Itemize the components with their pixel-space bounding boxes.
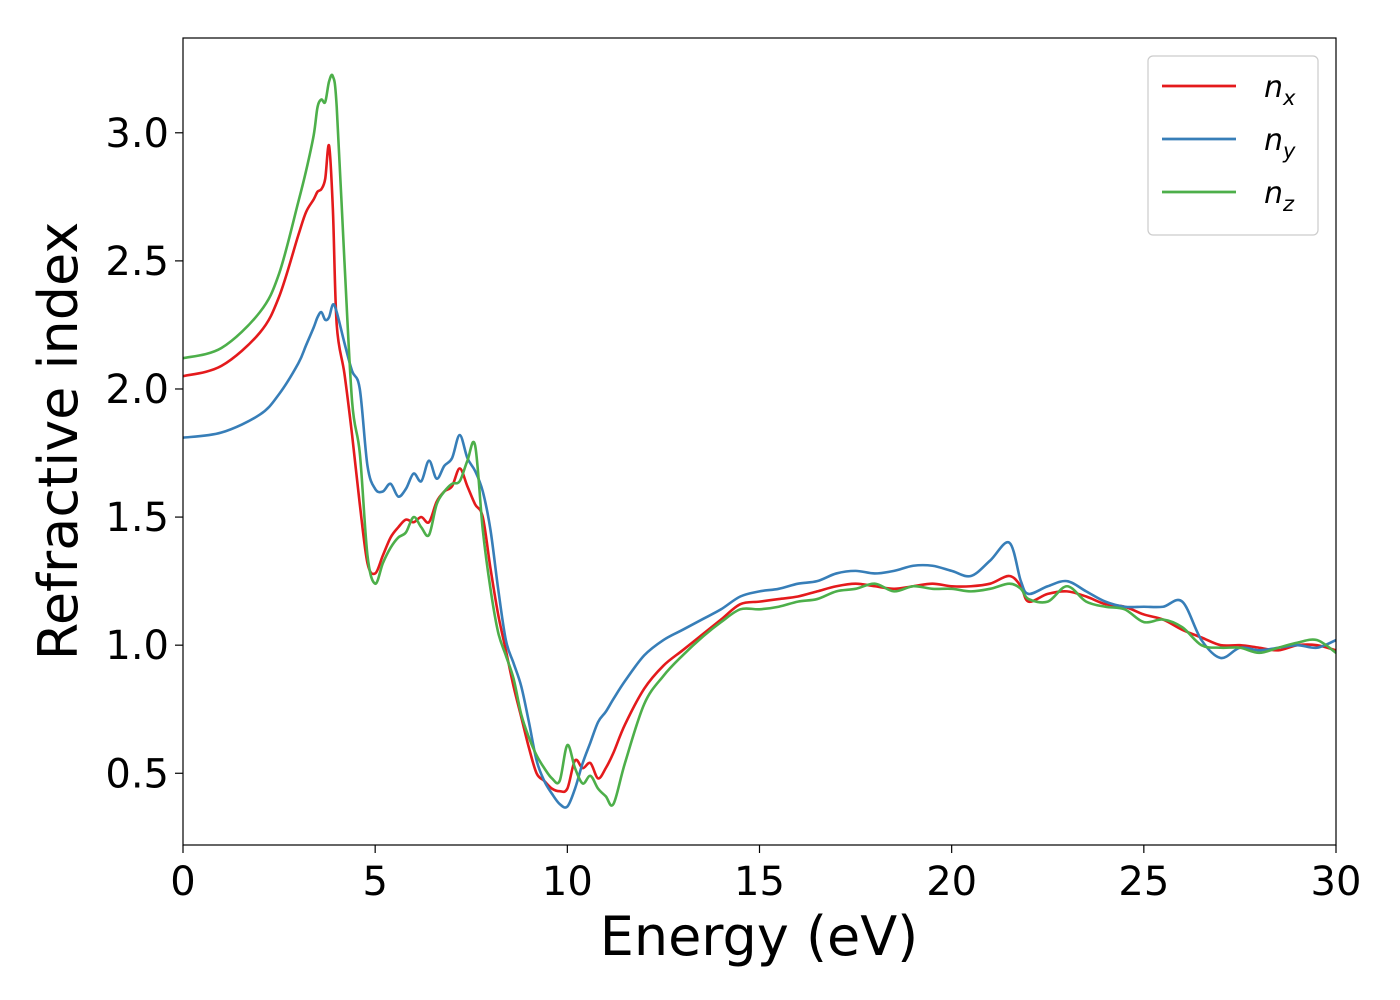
y-tick-label: 2.5 bbox=[105, 239, 169, 285]
x-tick-label: 25 bbox=[1118, 859, 1169, 905]
y-tick-label: 3.0 bbox=[105, 111, 169, 157]
y-axis-ticks: 0.5 1.0 1.5 2.0 2.5 3.0 bbox=[105, 111, 183, 797]
x-tick-label: 10 bbox=[542, 859, 593, 905]
y-tick-label: 1.0 bbox=[105, 623, 169, 669]
series-line-nz bbox=[183, 73, 1336, 807]
x-tick-label: 15 bbox=[734, 859, 785, 905]
x-tick-label: 0 bbox=[170, 859, 195, 905]
y-tick-label: 0.5 bbox=[105, 751, 169, 797]
y-axis-label: Refractive index bbox=[27, 222, 90, 661]
legend-box bbox=[1147, 55, 1319, 236]
x-axis-label: Energy (eV) bbox=[600, 905, 919, 968]
y-tick-label: 1.5 bbox=[105, 495, 169, 541]
x-tick-label: 20 bbox=[926, 859, 977, 905]
x-tick-label: 5 bbox=[362, 859, 387, 905]
y-tick-label: 2.0 bbox=[105, 367, 169, 413]
series-line-nx bbox=[183, 143, 1336, 794]
series-layer bbox=[183, 73, 1336, 809]
x-axis-ticks: 0 5 10 15 20 25 30 bbox=[170, 845, 1361, 905]
x-tick-label: 30 bbox=[1311, 859, 1362, 905]
